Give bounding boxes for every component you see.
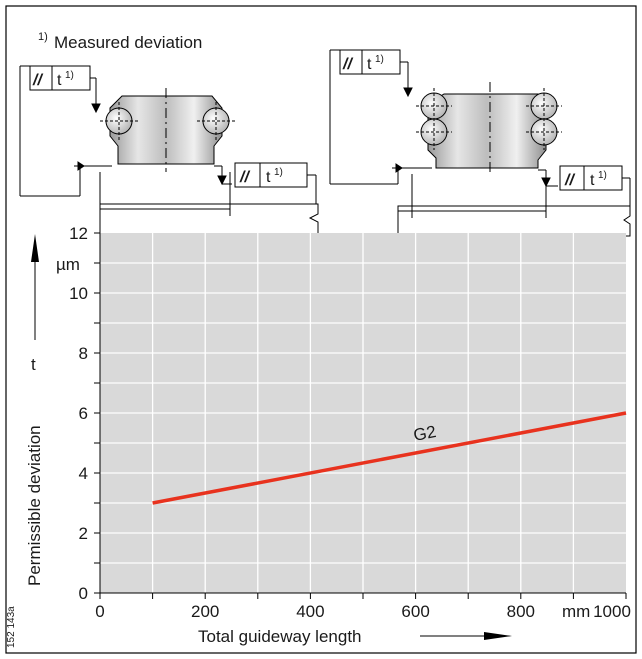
tolerance-symbol-left-2: //	[239, 169, 250, 186]
y-tick-label: 0	[79, 584, 88, 603]
x-tick-label: 200	[191, 602, 219, 621]
tolerance-sup-right-1: 1)	[375, 54, 384, 65]
y-tick-label: 10	[69, 284, 88, 303]
x-tick-labels: 0 200 400 600 800 1000	[95, 602, 631, 621]
footnote-marker: 1)	[38, 31, 48, 43]
tolerance-symbol-right-1: //	[342, 56, 353, 73]
tolerance-sup-left-1: 1)	[65, 70, 74, 81]
tolerance-sup-right-2: 1)	[598, 170, 607, 181]
tolerance-sup-left-2: 1)	[274, 167, 283, 178]
x-axis-label: Total guideway length	[198, 627, 362, 646]
tolerance-label-left-2: t	[266, 169, 271, 186]
x-tick-label: 800	[507, 602, 535, 621]
x-tick-label: 400	[296, 602, 324, 621]
tolerance-symbol-right-2: //	[564, 172, 575, 189]
x-axis-arrowhead	[484, 632, 512, 640]
y-unit-label: µm	[56, 255, 80, 274]
tolerance-label-left-1: t	[57, 72, 62, 89]
x-tick-label: 600	[401, 602, 429, 621]
x-tick-label: 0	[95, 602, 104, 621]
y-tick-label: 2	[79, 524, 88, 543]
y-axis-arrowhead	[31, 234, 39, 262]
bearing-diagram-left	[20, 66, 318, 234]
figure-number: 152 143a	[6, 606, 17, 648]
y-tick-labels: 0 2 4 6 8 10 12	[69, 224, 88, 603]
y-tick-label: 6	[79, 404, 88, 423]
y-tick-label: 8	[79, 344, 88, 363]
x-tick-label: 1000	[593, 602, 631, 621]
y-tick-label: 12	[69, 224, 88, 243]
tolerance-symbol-left-1: //	[32, 72, 43, 89]
y-tick-label: 4	[79, 464, 88, 483]
y-axis-label: Permissible deviation	[25, 425, 44, 586]
tolerance-label-right-2: t	[590, 172, 595, 189]
y-axis-symbol: t	[31, 355, 36, 374]
tolerance-label-right-1: t	[367, 56, 372, 73]
footnote-text: Measured deviation	[54, 33, 202, 52]
bearing-diagram-right	[330, 50, 630, 236]
x-unit-label: mm	[562, 602, 590, 621]
